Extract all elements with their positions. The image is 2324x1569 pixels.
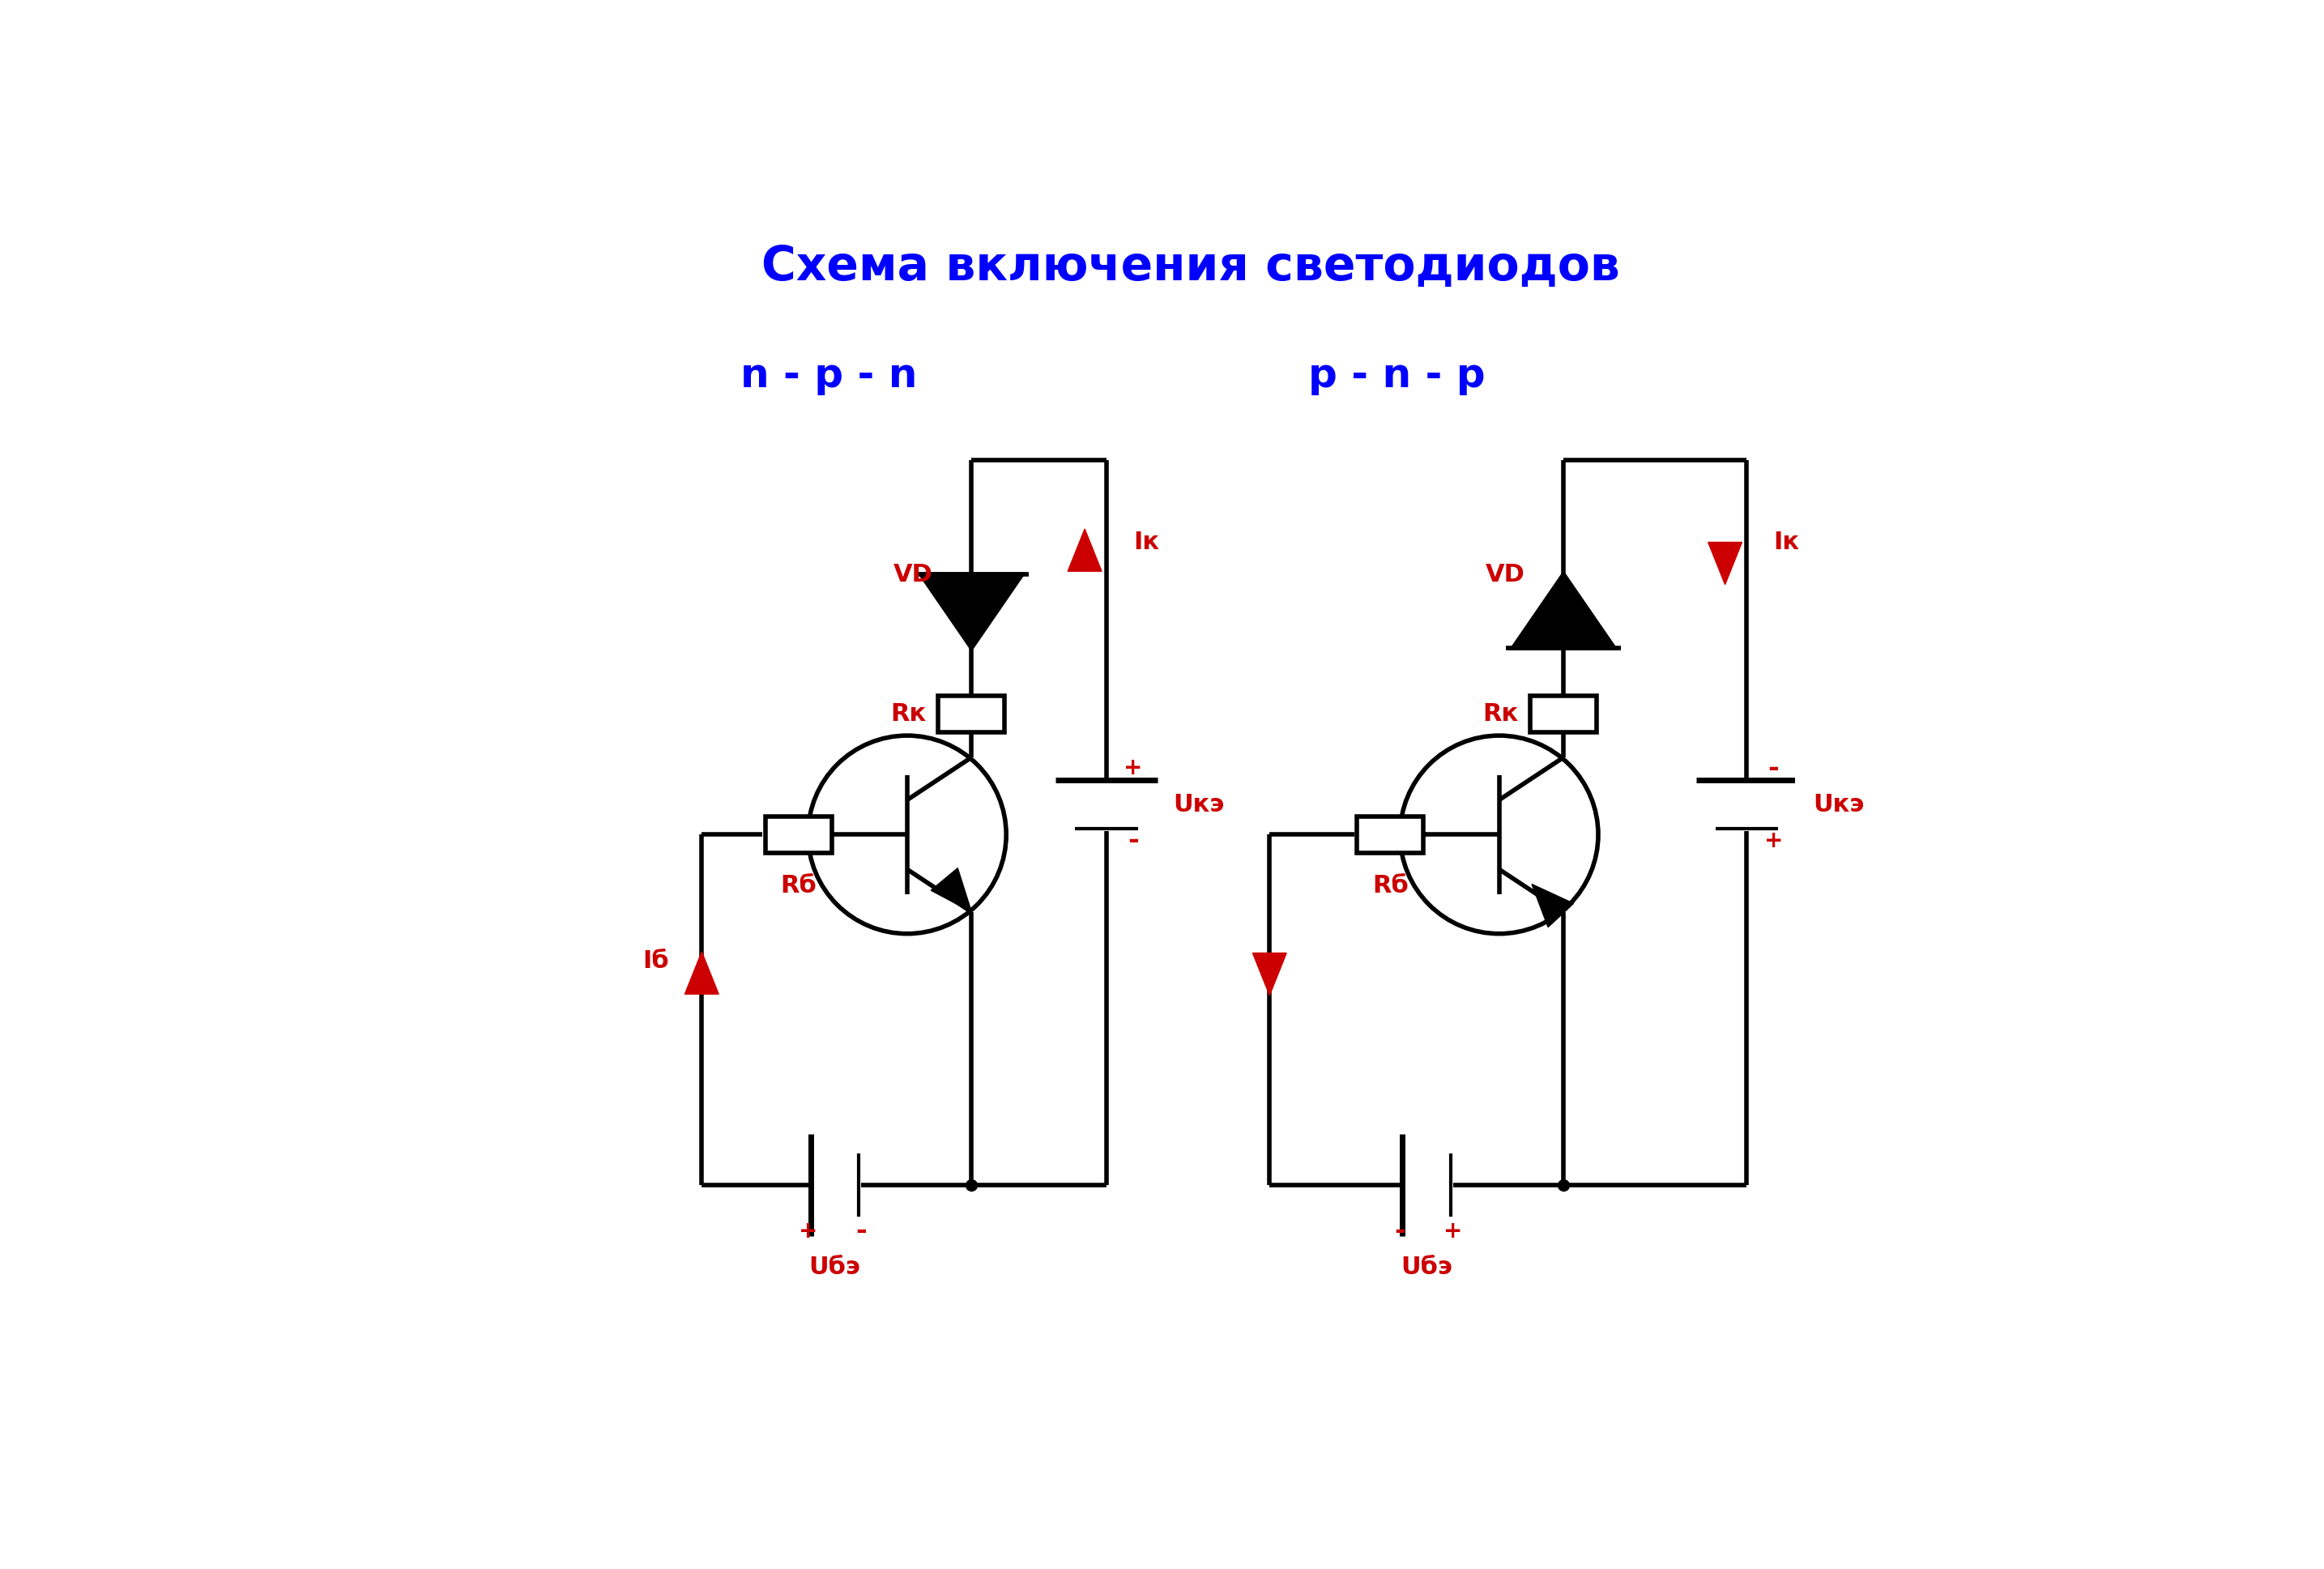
Bar [1529,695,1597,731]
Text: Iб: Iб [644,949,669,973]
Text: +: + [1122,756,1143,780]
Text: +: + [1443,1219,1462,1243]
Bar [939,695,1004,731]
Text: Rб: Rб [1371,874,1408,897]
Text: Rб: Rб [781,874,816,897]
Text: Uбэ: Uбэ [809,1255,860,1279]
Text: -: - [1394,1218,1406,1244]
Text: VD: VD [1485,563,1525,587]
Text: -: - [1127,827,1139,854]
Text: Uбэ: Uбэ [1401,1255,1452,1279]
Bar [765,816,832,854]
Text: Iк: Iк [1773,530,1799,554]
Polygon shape [1067,529,1102,571]
Text: n - p - n: n - p - n [739,356,918,395]
Polygon shape [1253,952,1287,995]
Text: +: + [1764,830,1783,852]
Polygon shape [1532,885,1573,927]
Text: -: - [1769,755,1778,781]
Text: Uкэ: Uкэ [1174,792,1225,816]
Text: Iк: Iк [1134,530,1160,554]
Bar [1357,816,1425,854]
Polygon shape [1513,574,1615,648]
Text: +: + [799,1219,818,1243]
Polygon shape [686,952,718,995]
Polygon shape [920,574,1023,648]
Text: VD: VD [895,563,934,587]
Text: Rк: Rк [1483,701,1518,725]
Text: -: - [855,1218,867,1244]
Text: Uкэ: Uкэ [1813,792,1864,816]
Text: Схема включения светодиодов: Схема включения светодиодов [762,243,1620,290]
Text: Rк: Rк [890,701,927,725]
Text: p - n - p: p - n - p [1308,356,1485,395]
Polygon shape [1708,543,1743,585]
Polygon shape [932,868,971,912]
